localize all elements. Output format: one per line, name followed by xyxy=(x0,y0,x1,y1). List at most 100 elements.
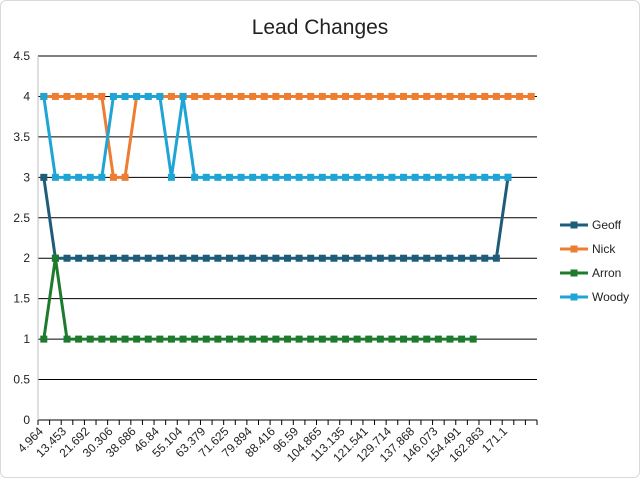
data-point xyxy=(446,92,454,100)
legend-item-arron: Arron xyxy=(560,266,621,280)
data-point xyxy=(376,92,384,100)
data-point xyxy=(167,254,175,262)
series-woody xyxy=(40,92,512,181)
data-point xyxy=(458,335,466,343)
data-point xyxy=(469,173,477,181)
data-point xyxy=(214,335,222,343)
data-point xyxy=(109,173,117,181)
data-point xyxy=(63,335,71,343)
data-point xyxy=(365,335,373,343)
y-tick-label: 0.5 xyxy=(13,373,30,387)
data-point xyxy=(376,335,384,343)
data-point xyxy=(51,254,59,262)
legend-marker xyxy=(570,221,578,229)
data-point xyxy=(400,92,408,100)
y-tick-label: 1.5 xyxy=(13,292,30,306)
data-point xyxy=(214,254,222,262)
data-point xyxy=(504,92,512,100)
data-point xyxy=(446,173,454,181)
data-point xyxy=(63,254,71,262)
data-point xyxy=(434,92,442,100)
data-point xyxy=(330,335,338,343)
data-point xyxy=(365,173,373,181)
data-point xyxy=(86,254,94,262)
data-point xyxy=(458,254,466,262)
data-point xyxy=(237,173,245,181)
data-point xyxy=(411,254,419,262)
data-point xyxy=(260,173,268,181)
data-point xyxy=(342,254,350,262)
data-point xyxy=(133,92,141,100)
y-tick-label: 4.5 xyxy=(13,49,30,63)
data-point xyxy=(353,335,361,343)
data-point xyxy=(434,173,442,181)
data-point xyxy=(63,92,71,100)
data-point xyxy=(191,254,199,262)
data-point xyxy=(249,173,257,181)
data-point xyxy=(411,173,419,181)
data-point xyxy=(318,173,326,181)
y-tick-label: 2.5 xyxy=(13,211,30,225)
data-point xyxy=(376,254,384,262)
legend-item-nick: Nick xyxy=(560,242,616,256)
data-point xyxy=(446,335,454,343)
data-point xyxy=(51,173,59,181)
data-point xyxy=(330,254,338,262)
data-point xyxy=(121,92,129,100)
data-point xyxy=(295,254,303,262)
data-point xyxy=(86,92,94,100)
data-point xyxy=(98,173,106,181)
data-point xyxy=(481,173,489,181)
y-tick-label: 3 xyxy=(23,170,30,184)
data-point xyxy=(388,173,396,181)
data-point xyxy=(167,335,175,343)
data-point xyxy=(237,92,245,100)
data-point xyxy=(260,92,268,100)
data-point xyxy=(109,92,117,100)
chart-title: Lead Changes xyxy=(252,16,389,39)
data-point xyxy=(214,173,222,181)
data-point xyxy=(86,173,94,181)
data-point xyxy=(307,335,315,343)
data-point xyxy=(284,92,291,100)
y-tick-label: 1 xyxy=(23,332,30,346)
data-point xyxy=(434,335,442,343)
data-point xyxy=(458,173,466,181)
y-tick-label: 3.5 xyxy=(13,130,30,144)
data-point xyxy=(237,335,245,343)
series-lines xyxy=(40,92,535,343)
data-point xyxy=(492,173,500,181)
data-point xyxy=(411,335,419,343)
data-point xyxy=(214,92,222,100)
data-point xyxy=(458,92,466,100)
legend-item-geoff: Geoff xyxy=(560,218,622,232)
legend-marker xyxy=(570,269,578,277)
legend-label: Nick xyxy=(592,242,616,256)
data-point xyxy=(492,92,500,100)
y-tick-label: 2 xyxy=(23,251,30,265)
data-point xyxy=(191,173,199,181)
data-point xyxy=(75,254,83,262)
data-point xyxy=(295,92,303,100)
data-point xyxy=(388,254,396,262)
data-point xyxy=(167,92,175,100)
data-point xyxy=(109,335,117,343)
data-point xyxy=(353,173,361,181)
data-point xyxy=(202,335,210,343)
data-point xyxy=(434,254,442,262)
legend-marker xyxy=(570,293,578,301)
data-point xyxy=(388,92,396,100)
data-point xyxy=(144,335,152,343)
data-point xyxy=(481,92,489,100)
data-point xyxy=(492,254,500,262)
data-point xyxy=(260,254,268,262)
legend-item-woody: Woody xyxy=(560,290,629,304)
data-point xyxy=(225,92,233,100)
data-point xyxy=(202,173,210,181)
y-axis-tick-labels: 0 0.5 1 1.5 2 2.5 3 3.5 4 4.5 xyxy=(13,49,30,427)
data-point xyxy=(40,173,48,181)
legend-label: Woody xyxy=(592,290,629,304)
data-point xyxy=(504,173,512,181)
legend-label: Geoff xyxy=(592,218,622,232)
